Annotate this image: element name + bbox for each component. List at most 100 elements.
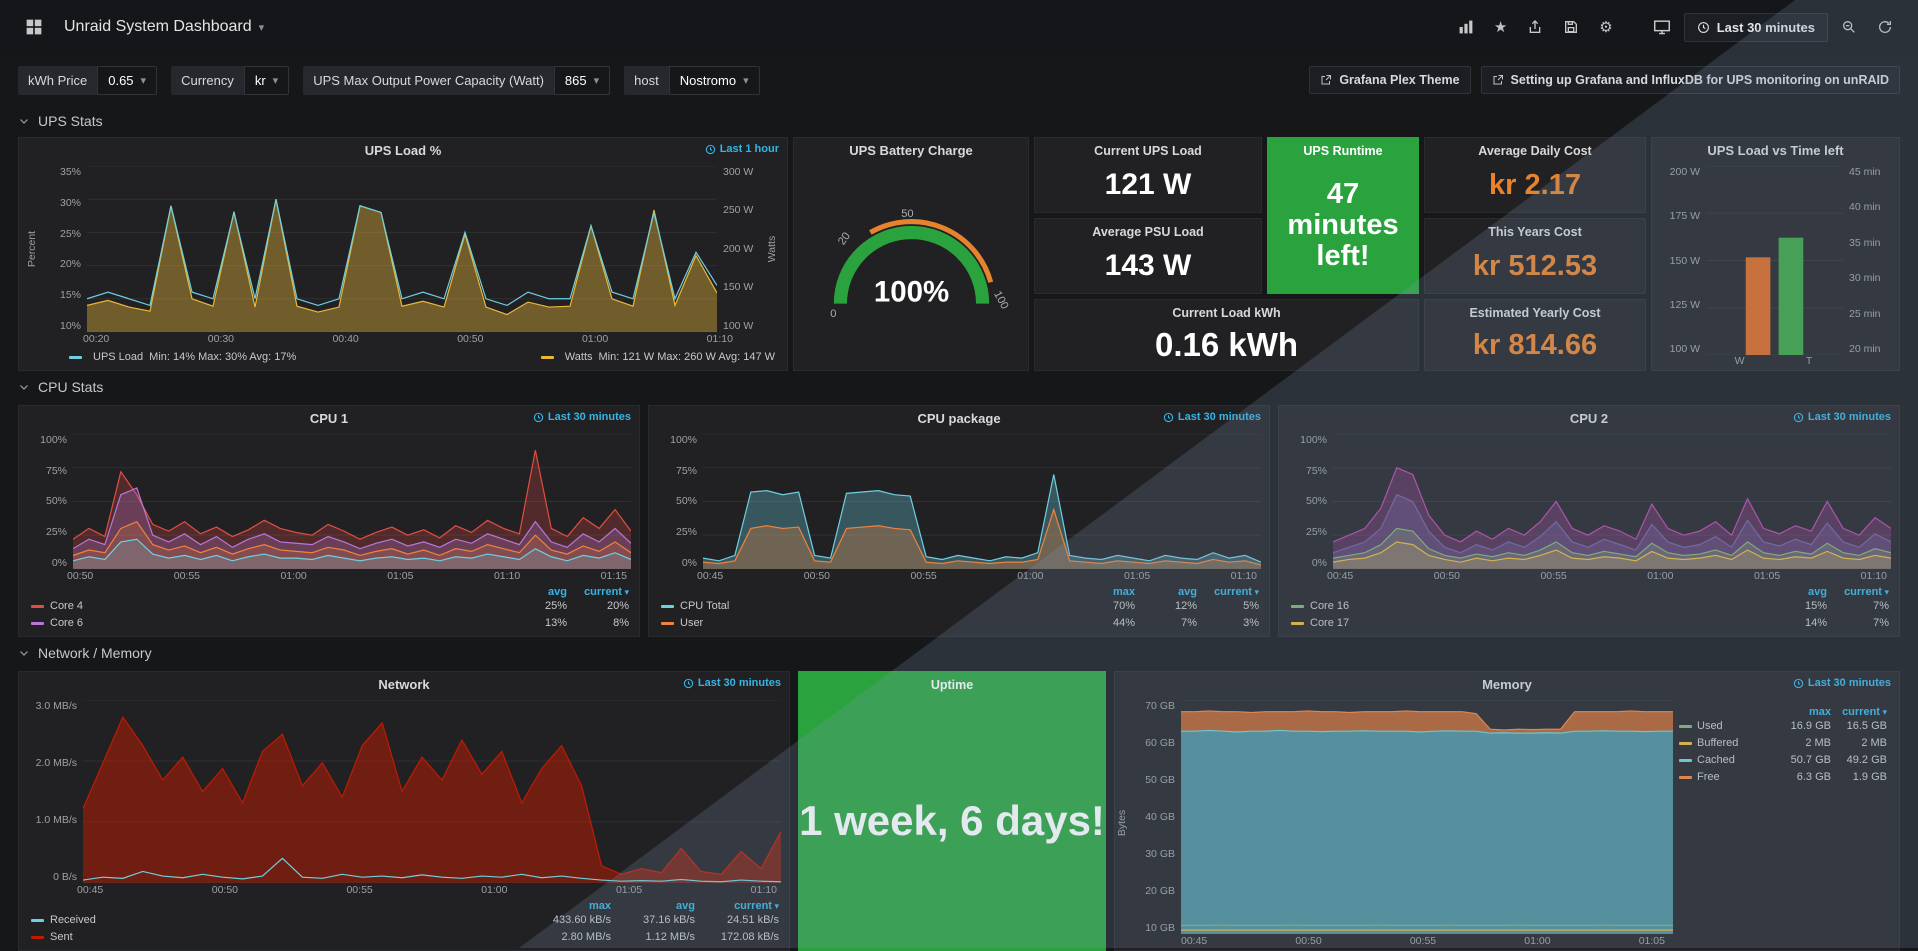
link-label: Grafana Plex Theme xyxy=(1339,73,1460,87)
legend-item[interactable]: Core 6 13% 8% xyxy=(31,615,629,632)
axis-tick: 01:15 xyxy=(600,569,627,582)
panel-title[interactable]: UPS Runtime xyxy=(1303,144,1383,158)
axis-tick: 35% xyxy=(59,166,81,178)
panel-title[interactable]: Uptime xyxy=(930,678,974,692)
chart-plot[interactable] xyxy=(87,166,717,332)
axis-tick: 35 min xyxy=(1849,236,1881,249)
chart-plot[interactable] xyxy=(83,700,781,883)
chart-plot[interactable] xyxy=(703,434,1261,569)
axis-tick: 00:55 xyxy=(910,569,937,582)
legend-item[interactable]: Free 6.3 GB 1.9 GB xyxy=(1679,769,1887,786)
section-title: UPS Stats xyxy=(38,113,103,129)
dashboards-grid-icon[interactable] xyxy=(18,12,50,42)
refresh-icon[interactable] xyxy=(1870,13,1900,41)
legend-headers[interactable]: max current xyxy=(1679,706,1887,718)
legend-headers[interactable]: avg current xyxy=(31,586,629,598)
zoom-out-icon[interactable] xyxy=(1834,13,1864,41)
share-icon[interactable] xyxy=(1520,13,1550,41)
axis-tick: 00:30 xyxy=(207,332,235,345)
axis-tick: max xyxy=(1112,585,1135,598)
panel-title[interactable]: UPS Load vs Time left xyxy=(1707,142,1844,158)
legend-item[interactable]: CPU Total 70% 12% 5% xyxy=(661,598,1259,615)
panel-title[interactable]: Network xyxy=(378,676,430,692)
axis-tick: 00:50 xyxy=(1433,569,1461,582)
series-value: 2.80 MB/s xyxy=(561,930,611,943)
legend-item[interactable]: Watts Min: 121 W Max: 260 W Avg: 147 W xyxy=(540,349,775,366)
y-axis-label-left: Bytes xyxy=(1116,809,1129,837)
navbar: Unraid System Dashboard ▾ ★ ⚙ Last 30 mi… xyxy=(0,0,1918,54)
legend-item[interactable]: Cached 50.7 GB 49.2 GB xyxy=(1679,752,1887,769)
series-color-dash xyxy=(1291,621,1304,625)
legend-item[interactable]: Core 17 14% 7% xyxy=(1291,615,1889,632)
caret-down-icon: ▾ xyxy=(743,75,749,87)
legend-item[interactable]: Core 16 15% 7% xyxy=(1291,598,1889,615)
axis-tick: 00:45 xyxy=(1181,935,1208,947)
panel-title[interactable]: Memory xyxy=(1482,676,1532,692)
panel-average-daily-cost: Average Daily Cost kr 2.17 xyxy=(1424,137,1646,213)
legend-item[interactable]: Received 433.60 kB/s 37.16 kB/s 24.51 kB/s xyxy=(31,912,779,929)
link-grafana-plex-theme[interactable]: Grafana Plex Theme xyxy=(1309,66,1471,94)
legend-item[interactable]: Buffered 2 MB 2 MB xyxy=(1679,735,1887,752)
star-icon[interactable]: ★ xyxy=(1487,14,1514,41)
panel-title[interactable]: Average PSU Load xyxy=(1092,225,1204,239)
chart-plot[interactable] xyxy=(1333,434,1891,569)
panel-title[interactable]: Average Daily Cost xyxy=(1478,144,1592,158)
axis-tick: avg xyxy=(548,585,567,598)
settings-gear-icon[interactable]: ⚙ xyxy=(1592,14,1619,41)
series-color-dash xyxy=(31,935,44,939)
legend-item[interactable]: User 44% 7% 3% xyxy=(661,615,1259,632)
time-range-indicator: Last 30 minutes xyxy=(1793,411,1891,423)
clock-icon xyxy=(533,412,544,422)
panel-title[interactable]: This Years Cost xyxy=(1488,225,1582,239)
panel-title[interactable]: CPU 2 xyxy=(1569,410,1609,426)
stat-value: 1 week, 6 days! xyxy=(799,797,1105,844)
axis-tick: 10% xyxy=(59,319,81,332)
cycle-view-monitor-icon[interactable] xyxy=(1646,13,1678,41)
save-icon[interactable] xyxy=(1556,13,1586,41)
axis-tick: 00:55 xyxy=(346,883,373,896)
panel-title[interactable]: Estimated Yearly Cost xyxy=(1469,306,1601,320)
chart-plot[interactable] xyxy=(1181,700,1673,934)
panel-title[interactable]: Current Load kWh xyxy=(1172,306,1281,320)
panel-title[interactable]: CPU package xyxy=(917,410,1001,426)
ups-load-vs-time-bar-chart xyxy=(1706,166,1843,355)
memory-chart xyxy=(1181,700,1673,934)
cpu-stats-row: CPU 1 Last 30 minutes 100% 75% 50% 25% 0% 00… xyxy=(0,405,1918,637)
series-value: 172.08 kB/s xyxy=(720,930,779,943)
variable-value-dropdown[interactable]: 865 ▾ xyxy=(553,66,611,95)
axis-tick: 01:10 xyxy=(750,883,777,896)
caret-down-icon: ▾ xyxy=(140,75,147,87)
legend-headers[interactable]: max avg current xyxy=(31,900,779,912)
section-network-memory[interactable]: Network / Memory xyxy=(0,637,1918,669)
clock-icon xyxy=(1163,412,1174,422)
chart-plot[interactable] xyxy=(73,434,631,569)
panel-title[interactable]: UPS Load % xyxy=(364,142,442,158)
add-panel-icon[interactable] xyxy=(1451,13,1481,41)
series-name: User xyxy=(680,616,704,629)
y-axis-label-left: Percent xyxy=(26,230,38,268)
legend-item[interactable]: UPS Load Min: 14% Max: 30% Avg: 17% xyxy=(69,349,296,366)
time-range-button[interactable]: Last 30 minutes xyxy=(1683,12,1828,42)
variable-value-dropdown[interactable]: kr ▾ xyxy=(243,66,290,95)
variable-value-dropdown[interactable]: Nostromo ▾ xyxy=(668,66,760,95)
panel-title[interactable]: CPU 1 xyxy=(309,410,349,426)
section-ups-stats[interactable]: UPS Stats xyxy=(0,105,1918,137)
series-name: Buffered xyxy=(1697,737,1739,750)
dashboard-title[interactable]: Unraid System Dashboard ▾ xyxy=(64,18,264,36)
legend-headers[interactable]: max avg current xyxy=(661,586,1259,598)
panel-title[interactable]: UPS Battery Charge xyxy=(849,142,973,158)
variable-value-dropdown[interactable]: 0.65 ▾ xyxy=(97,66,158,95)
legend-item[interactable]: Used 16.9 GB 16.5 GB xyxy=(1679,718,1887,735)
section-cpu-stats[interactable]: CPU Stats xyxy=(0,371,1918,403)
network-memory-row: Network Last 30 minutes 3.0 MB/s 2.0 MB/s… xyxy=(0,671,1918,951)
legend-headers[interactable]: avg current xyxy=(1291,586,1889,598)
chart-plot[interactable] xyxy=(1706,166,1843,355)
series-name: Used xyxy=(1697,720,1723,732)
panel-ups-load: UPS Load % Last 1 hour Percent 35% 30% 25%… xyxy=(18,137,788,371)
series-name: Core 6 xyxy=(50,616,84,629)
legend-item[interactable]: Sent 2.80 MB/s 1.12 MB/s 172.08 kB/s xyxy=(31,929,779,946)
panel-title[interactable]: Current UPS Load xyxy=(1094,144,1202,158)
legend-item[interactable]: Core 4 25% 20% xyxy=(31,598,629,615)
link-grafana-influxdb-guide[interactable]: Setting up Grafana and InfluxDB for UPS … xyxy=(1480,66,1900,94)
stat-value: 143 W xyxy=(1104,249,1192,282)
